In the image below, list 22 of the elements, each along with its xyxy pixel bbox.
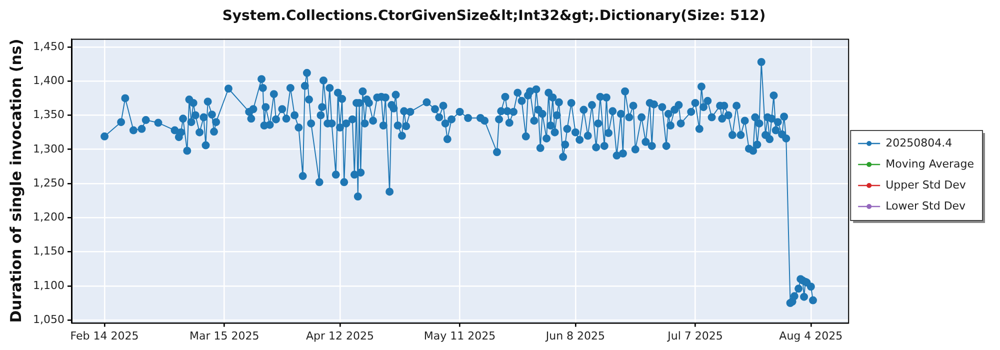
y-axis-title: Duration of single invocation (ns) <box>6 38 25 323</box>
legend-label: Lower Std Dev <box>886 199 966 212</box>
y-tick-label: 1,100 <box>32 278 64 292</box>
legend-label: 20250804.4 <box>886 136 952 150</box>
chart-title: System.Collections.CtorGivenSize&lt;Int32&gt;.Dictionary(Size: 512) <box>222 8 766 24</box>
y-tick-label: 1,150 <box>32 244 64 258</box>
x-tick-label: Apr 12 2025 <box>306 329 374 342</box>
x-tick-label: May 11 2025 <box>424 329 496 342</box>
y-tick-label: 1,050 <box>32 312 64 326</box>
y-tick-label: 1,250 <box>32 176 64 190</box>
legend-label: Upper Std Dev <box>886 178 966 192</box>
y-tick-label: 1,400 <box>32 74 64 87</box>
x-tick-label: Aug 4 2025 <box>779 329 843 342</box>
x-tick-label: Jul 7 2025 <box>666 329 723 342</box>
legend-label: Moving Average <box>886 157 974 170</box>
x-tick-label: Mar 15 2025 <box>189 329 260 342</box>
y-tick-label: 1,450 <box>32 40 64 53</box>
x-tick-label: Jun 8 2025 <box>544 329 606 342</box>
x-tick-label: Feb 14 2025 <box>70 329 139 342</box>
y-tick-label: 1,350 <box>32 108 64 122</box>
y-tick-label: 1,300 <box>32 142 64 156</box>
y-tick-label: 1,200 <box>32 210 64 224</box>
